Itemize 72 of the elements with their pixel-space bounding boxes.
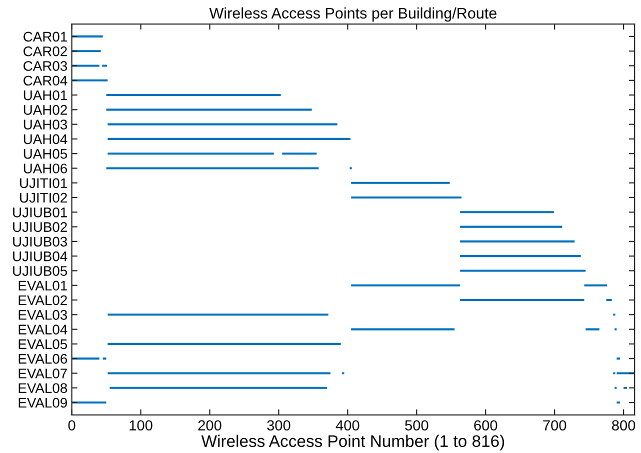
bar [108,372,330,374]
y-tick-label: EVAL06 [18,354,68,364]
bar [108,152,274,155]
bar [102,358,106,360]
bar [106,108,312,111]
bar [586,328,600,330]
bar [106,167,319,170]
bar [72,401,106,404]
bar [351,284,460,286]
bar [282,152,317,155]
y-tick-label: UJIUB03 [13,236,68,247]
bar [106,94,281,96]
y-tick-label: EVAL04 [18,324,68,334]
y-tick-label: EVAL09 [18,398,67,408]
bar [624,386,628,389]
bar [351,196,462,199]
bar [460,270,586,272]
bar [584,284,607,286]
bar [108,138,350,140]
bar [616,401,620,404]
x-tick-label: 300 [267,420,290,431]
bar [108,123,338,126]
bar [72,35,103,38]
y-tick-label: CAR04 [24,76,68,86]
bar [460,255,581,258]
y-tick-label: UJIUB04 [13,251,68,262]
bar [72,79,108,82]
bar [460,226,562,228]
x-tick-label: 200 [198,420,222,431]
y-tick-label: EVAL05 [18,339,68,350]
x-tick-label: 600 [474,420,498,431]
y-tick-label: EVAL01 [18,280,67,291]
bar [616,358,620,360]
y-tick-label: EVAL03 [18,310,68,320]
y-tick-label: UAH06 [24,164,68,174]
bar [606,298,612,302]
y-tick-label: CAR01 [24,32,67,42]
y-tick-label: UJIUB05 [13,266,68,276]
y-tick-label: UJIUB02 [13,222,67,232]
bar [72,64,100,67]
bar [108,314,328,316]
x-tick-label: 800 [612,420,636,431]
bar [72,50,101,52]
y-tick-label: UJITI01 [20,178,67,188]
y-tick-label: CAR02 [24,46,67,56]
x-tick-label: 500 [405,420,428,431]
bar [110,386,327,389]
x-tick-label: 100 [130,420,152,431]
bar [460,211,554,214]
y-tick-label: CAR03 [24,61,68,71]
bar [351,182,450,184]
y-tick-label: EVAL02 [18,295,67,306]
bar [351,328,455,330]
y-tick-label: UAH02 [24,105,67,115]
bar [108,342,341,345]
y-tick-label: UAH03 [24,120,68,130]
y-tick-label: UJIUB01 [13,207,67,218]
y-tick-label: EVAL08 [18,383,68,394]
bar [72,358,100,360]
bar [460,240,575,242]
chart-title: Wireless Access Points per Building/Route [209,7,496,22]
x-axis-title: Wireless Access Point Number (1 to 816) [201,434,504,450]
y-tick-label: UAH01 [24,90,67,100]
y-tick-label: EVAL07 [18,368,67,378]
x-tick-label: 700 [543,420,566,431]
y-tick-label: UAH05 [24,148,68,159]
bar [102,64,107,67]
bar [460,298,584,302]
y-tick-label: UAH04 [24,134,68,144]
x-tick-label: 400 [336,420,360,431]
x-tick-label: 0 [68,420,76,431]
y-tick-label: UJITI02 [20,192,67,203]
